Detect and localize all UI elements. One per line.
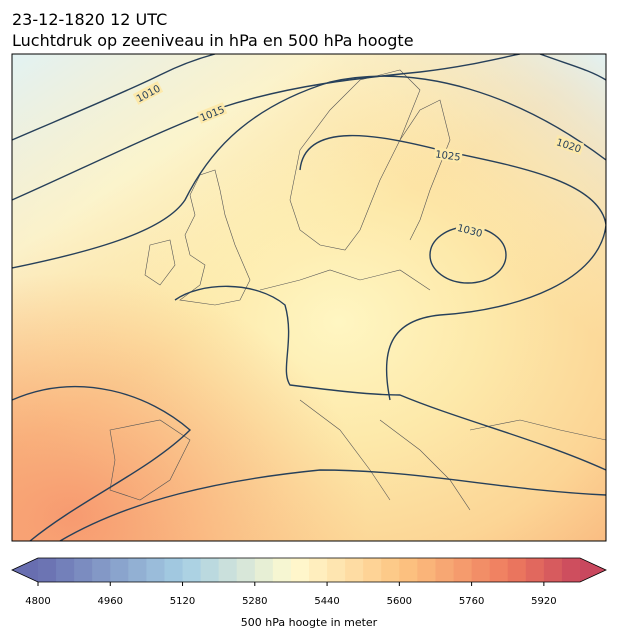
colorbar-band (92, 558, 111, 582)
colorbar-band (38, 558, 57, 582)
colorbar-band (128, 558, 147, 582)
colorbar-tick-label: 5280 (242, 596, 267, 607)
colorbar-band (453, 558, 473, 582)
isobar-label-bg (553, 134, 585, 156)
colorbar-extend-low (12, 558, 38, 582)
isobar-label-bg (454, 220, 486, 240)
colorbar-band (525, 558, 545, 582)
title: 23-12-1820 12 UTC (12, 10, 167, 29)
colorbar-band (345, 558, 364, 582)
colorbar-tick-label: 5440 (314, 596, 339, 607)
colorbar-band (363, 558, 382, 582)
colorbar-band (182, 558, 202, 582)
colorbar-band (236, 558, 256, 582)
colorbar-tick-label: 4960 (98, 596, 123, 607)
isobar-label-bg (196, 102, 228, 124)
colorbar-band (309, 558, 328, 582)
colorbar-band (254, 558, 274, 582)
colorbar-band (200, 558, 220, 582)
colorbar-tick-label: 4800 (25, 596, 50, 607)
colorbar-band (507, 558, 527, 582)
colorbar-band (56, 558, 75, 582)
colorbar-band (399, 558, 418, 582)
colorbar: 4800 4960 5120 5280 5440 5600 5760 5920 500 hPa … (11, 557, 607, 629)
subtitle: Luchtdruk op zeeniveau in hPa en 500 hPa… (12, 31, 414, 50)
colorbar-band (218, 558, 238, 582)
colorbar-band (435, 558, 455, 582)
isobar-label-bg (433, 147, 463, 163)
colorbar-band (110, 558, 129, 582)
colorbar-band (74, 558, 93, 582)
colorbar-band (417, 558, 436, 582)
colorbar-tick-label: 5760 (459, 596, 484, 607)
isobar-label: 1025 (434, 149, 461, 163)
colorbar-extend-high (580, 558, 606, 582)
colorbar-tick-label: 5920 (531, 596, 556, 607)
colorbar-band (471, 558, 491, 582)
colorbar-band (272, 558, 292, 582)
colorbar-outline (11, 557, 607, 583)
colorbar-band (146, 558, 165, 582)
colorbar-band (561, 558, 581, 582)
colorbar-label: 500 hPa hoogte in meter (241, 616, 378, 629)
colorbar-band (164, 558, 184, 582)
colorbar-tick-label: 5120 (170, 596, 195, 607)
colorbar-tick-label: 5600 (387, 596, 412, 607)
colorbar-band (381, 558, 400, 582)
colorbar-band (290, 558, 310, 582)
isobar-label-bg (132, 81, 164, 105)
map-frame (11, 53, 607, 542)
colorbar-band (489, 558, 509, 582)
colorbar-band (543, 558, 563, 582)
colorbar-band (327, 558, 346, 582)
